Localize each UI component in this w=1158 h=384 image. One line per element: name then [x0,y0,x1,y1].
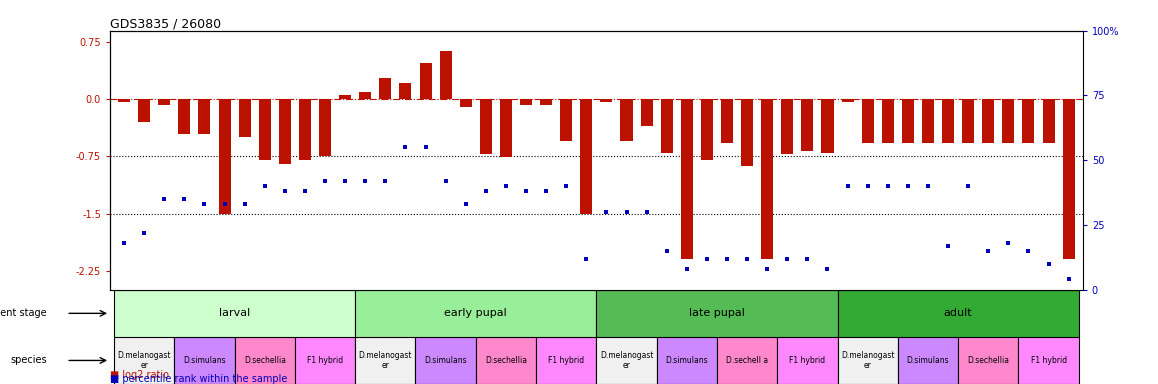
Text: F1 hybrid: F1 hybrid [1031,356,1067,365]
Bar [600,99,613,103]
Bar [339,96,351,99]
Text: D.sechellia: D.sechellia [244,356,286,365]
Bar [118,99,130,103]
Bar [837,290,1079,337]
Text: larval: larval [219,308,250,318]
Bar [113,290,356,337]
Bar [440,51,452,99]
Bar [962,99,974,144]
Text: D.simulans: D.simulans [424,356,467,365]
Bar [138,99,151,122]
Bar [235,337,295,384]
Bar [761,99,774,259]
Bar [479,99,492,154]
Bar [958,337,1018,384]
Text: F1 hybrid: F1 hybrid [307,356,343,365]
Bar [318,99,331,156]
Text: ■ log2 ratio: ■ log2 ratio [110,370,169,380]
Bar [219,99,230,214]
Bar [178,99,190,134]
Bar [801,99,813,151]
Bar [419,63,432,99]
Bar [560,99,572,141]
Bar [701,99,713,160]
Bar [1063,99,1075,259]
Bar [175,337,235,384]
Text: F1 hybrid: F1 hybrid [790,356,826,365]
Bar [837,337,897,384]
Bar [1023,99,1034,144]
Text: species: species [10,356,46,366]
Text: D.simulans: D.simulans [907,356,950,365]
Text: D.sechellia: D.sechellia [485,356,527,365]
Bar [1003,99,1014,144]
Text: early pupal: early pupal [445,308,507,318]
Text: D.simulans: D.simulans [666,356,709,365]
Bar [721,99,733,144]
Bar [897,337,958,384]
Bar [842,99,853,103]
Bar [279,99,291,164]
Bar [460,99,471,107]
Text: D.melanogast
er: D.melanogast er [359,351,412,370]
Bar [1042,99,1055,144]
Bar [356,337,416,384]
Text: GDS3835 / 26080: GDS3835 / 26080 [110,18,221,31]
Bar [640,99,653,126]
Text: D.sechellia: D.sechellia [967,356,1010,365]
Bar [536,337,596,384]
Bar [476,337,536,384]
Text: ■ percentile rank within the sample: ■ percentile rank within the sample [110,374,287,384]
Bar [943,99,954,144]
Bar [782,99,793,154]
Bar [681,99,692,259]
Bar [416,337,476,384]
Bar [113,337,175,384]
Bar [359,92,372,99]
Text: D.sechell a: D.sechell a [726,356,768,365]
Bar [902,99,914,144]
Bar [982,99,995,144]
Bar [295,337,356,384]
Bar [596,290,837,337]
Bar [596,337,657,384]
Bar [862,99,874,144]
Bar [258,99,271,160]
Bar [1018,337,1079,384]
Text: F1 hybrid: F1 hybrid [548,356,585,365]
Bar [821,99,834,152]
Text: development stage: development stage [0,308,46,318]
Bar [922,99,935,144]
Bar [621,99,632,141]
Bar [580,99,593,214]
Bar [400,83,411,99]
Text: D.melanogast
er: D.melanogast er [841,351,894,370]
Text: D.melanogast
er: D.melanogast er [600,351,653,370]
Bar [717,337,777,384]
Bar [520,99,532,105]
Bar [356,290,596,337]
Bar [657,337,717,384]
Bar [777,337,837,384]
Bar [380,78,391,99]
Bar [741,99,753,166]
Text: D.simulans: D.simulans [183,356,226,365]
Bar [500,99,512,157]
Text: D.melanogast
er: D.melanogast er [117,351,171,370]
Text: adult: adult [944,308,973,318]
Bar [159,99,170,104]
Bar [239,99,250,137]
Bar [299,99,312,160]
Bar [198,99,211,134]
Text: late pupal: late pupal [689,308,745,318]
Bar [881,99,894,144]
Bar [661,99,673,152]
Bar [540,99,552,105]
